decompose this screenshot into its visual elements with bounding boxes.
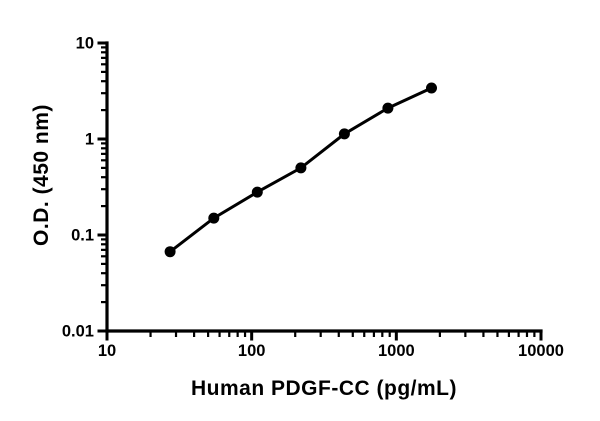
y-tick-label: 0.01 — [62, 323, 94, 341]
x-axis-title: Human PDGF-CC (pg/mL) — [191, 377, 457, 400]
data-point — [208, 212, 220, 224]
x-tick-label: 10 — [98, 342, 116, 360]
data-point — [426, 82, 437, 94]
data-point — [338, 128, 350, 140]
y-tick-label: 10 — [76, 35, 94, 53]
data-point — [295, 162, 307, 174]
y-tick-label: 0.1 — [71, 227, 94, 245]
y-axis-title: O.D. (450 nm) — [30, 104, 53, 246]
x-tick-label: 100 — [238, 342, 266, 360]
y-tick-label: 1 — [85, 131, 94, 149]
x-tick-label: 1000 — [378, 342, 415, 360]
data-point — [164, 246, 176, 258]
data-point — [251, 186, 263, 198]
x-tick-label: 10000 — [518, 342, 564, 360]
data-point — [382, 102, 394, 114]
